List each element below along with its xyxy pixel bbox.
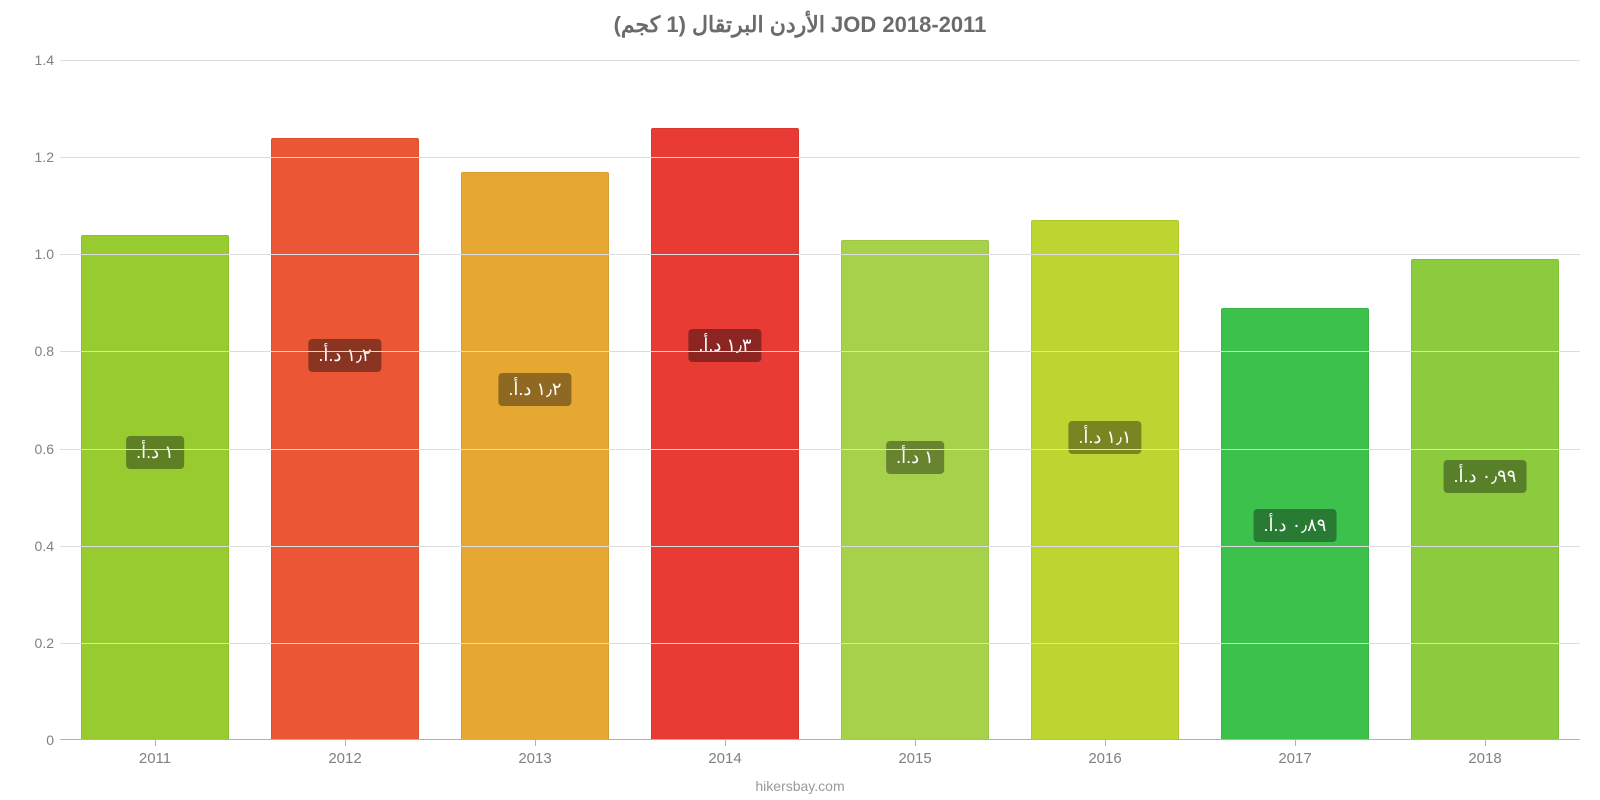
x-tick-mark — [155, 740, 156, 746]
x-tick-mark — [1485, 740, 1486, 746]
x-tick-mark — [1105, 740, 1106, 746]
x-tick-mark — [1295, 740, 1296, 746]
x-tick-mark — [535, 740, 536, 746]
bar: ١٫٢ د.أ.‏ — [271, 138, 419, 740]
y-tick-label: 0.6 — [20, 441, 54, 457]
bar: ١٫٢ د.أ.‏ — [461, 172, 609, 740]
bar: ١٫١ د.أ.‏ — [1031, 220, 1179, 740]
y-tick-label: 0.4 — [20, 538, 54, 554]
y-tick-label: 1.2 — [20, 149, 54, 165]
y-tick-label: 0 — [20, 732, 54, 748]
plot-area: ١ د.أ.‏ ١٫٢ د.أ.‏ ١٫٢ د.أ.‏ ١٫٣ د.أ.‏ ١ د.أ.… — [60, 60, 1580, 740]
grid-line — [60, 351, 1580, 352]
grid-line — [60, 643, 1580, 644]
x-tick-label: 2012 — [328, 750, 361, 767]
x-tick-mark — [345, 740, 346, 746]
bar: ١٫٣ د.أ.‏ — [651, 128, 799, 740]
source-caption: hikersbay.com — [0, 778, 1600, 794]
y-tick-label: 1.0 — [20, 246, 54, 262]
y-tick-label: 1.4 — [20, 52, 54, 68]
bars-layer: ١ د.أ.‏ ١٫٢ د.أ.‏ ١٫٢ د.أ.‏ ١٫٣ د.أ.‏ ١ د.أ.… — [60, 60, 1580, 740]
grid-line — [60, 546, 1580, 547]
x-tick-label: 2011 — [139, 750, 171, 767]
x-tick-label: 2018 — [1468, 750, 1501, 767]
x-tick-mark — [915, 740, 916, 746]
bar: ٠٫٨٩ د.أ.‏ — [1221, 308, 1369, 740]
bar: ١ د.أ.‏ — [81, 235, 229, 740]
bar-value-label: ١٫٢ د.أ.‏ — [308, 339, 381, 372]
grid-line — [60, 254, 1580, 255]
bar-value-label: ١٫٣ د.أ.‏ — [688, 329, 761, 362]
bar-value-label: ١٫٢ د.أ.‏ — [498, 373, 571, 406]
bar-value-label: ١ د.أ.‏ — [886, 441, 944, 474]
x-tick-label: 2014 — [708, 750, 741, 767]
x-tick-label: 2016 — [1088, 750, 1121, 767]
y-tick-label: 0.2 — [20, 635, 54, 651]
grid-line — [60, 449, 1580, 450]
bar: ١ د.أ.‏ — [841, 240, 989, 740]
x-tick-label: 2013 — [518, 750, 551, 767]
x-tick-label: 2017 — [1278, 750, 1311, 767]
y-tick-label: 0.8 — [20, 343, 54, 359]
bar-value-label: ٠٫٨٩ د.أ.‏ — [1254, 509, 1337, 542]
bar: ٠٫٩٩ د.أ.‏ — [1411, 259, 1559, 740]
bar-value-label: ٠٫٩٩ د.أ.‏ — [1444, 460, 1527, 493]
grid-line — [60, 157, 1580, 158]
chart-container: الأردن البرتقال (1 كجم) JOD 2018-2011 ١ … — [0, 0, 1600, 800]
bar-value-label: ١ د.أ.‏ — [126, 436, 184, 469]
x-tick-mark — [725, 740, 726, 746]
x-tick-label: 2015 — [898, 750, 931, 767]
chart-title: الأردن البرتقال (1 كجم) JOD 2018-2011 — [0, 12, 1600, 38]
grid-line — [60, 60, 1580, 61]
x-axis-line — [60, 739, 1580, 740]
